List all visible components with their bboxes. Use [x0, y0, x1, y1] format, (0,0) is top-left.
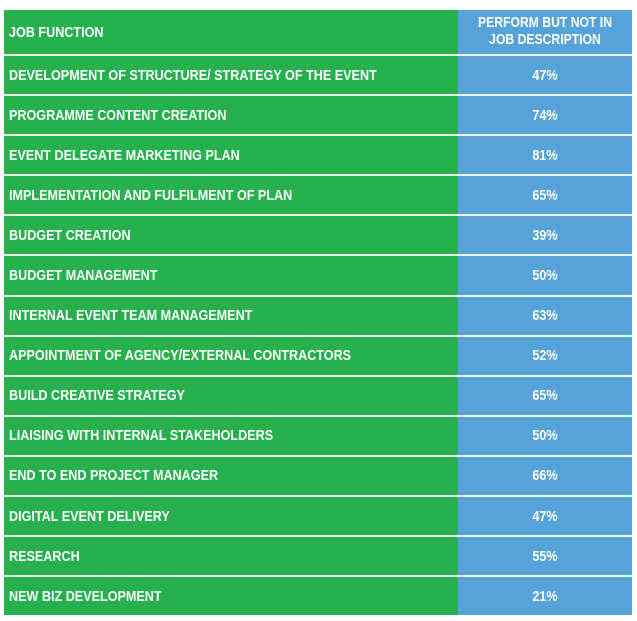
job-function-label: DIGITAL EVENT DELIVERY: [9, 507, 170, 525]
percentage-value: 63%: [532, 307, 558, 325]
percentage-cell: 21%: [458, 577, 632, 616]
job-function-table: JOB FUNCTION PERFORM BUT NOT IN JOB DESC…: [4, 10, 632, 616]
job-function-cell: DIGITAL EVENT DELIVERY: [4, 497, 458, 536]
percentage-cell: 74%: [458, 96, 632, 135]
percentage-value: 81%: [532, 146, 558, 164]
percentage-value: 55%: [532, 547, 558, 565]
table-row: END TO END PROJECT MANAGER 66%: [4, 454, 632, 496]
table-row: BUILD CREATIVE STRATEGY 65%: [4, 374, 632, 415]
percentage-cell: 65%: [458, 176, 632, 215]
job-function-label: BUDGET MANAGEMENT: [9, 267, 158, 285]
job-function-label: BUILD CREATIVE STRATEGY: [9, 387, 185, 405]
percentage-value: 47%: [532, 507, 558, 525]
job-function-cell: LIAISING WITH INTERNAL STAKEHOLDERS: [4, 416, 458, 455]
percentage-cell: 39%: [458, 216, 632, 255]
job-function-label: EVENT DELEGATE MARKETING PLAN: [9, 146, 240, 164]
header-job-function: JOB FUNCTION: [4, 10, 458, 54]
percentage-cell: 81%: [458, 136, 632, 175]
percentage-cell: 47%: [458, 497, 632, 536]
table-row: NEW BIZ DEVELOPMENT 21%: [4, 575, 632, 616]
header-label: PERFORM BUT NOT IN JOB DESCRIPTION: [478, 15, 612, 48]
percentage-value: 39%: [532, 226, 558, 244]
table-row: DEVELOPMENT OF STRUCTURE/ STRATEGY OF TH…: [4, 54, 632, 95]
table-row: EVENT DELEGATE MARKETING PLAN 81%: [4, 134, 632, 175]
percentage-cell: 52%: [458, 336, 632, 375]
percentage-cell: 50%: [458, 256, 632, 295]
job-function-cell: END TO END PROJECT MANAGER: [4, 456, 458, 496]
job-function-cell: RESEARCH: [4, 537, 458, 576]
table-header-row: JOB FUNCTION PERFORM BUT NOT IN JOB DESC…: [4, 10, 632, 54]
percentage-value: 52%: [532, 347, 558, 365]
job-function-label: APPOINTMENT OF AGENCY/EXTERNAL CONTRACTO…: [9, 347, 352, 365]
job-function-cell: BUDGET MANAGEMENT: [4, 256, 458, 295]
table-row: LIAISING WITH INTERNAL STAKEHOLDERS 50%: [4, 414, 632, 455]
percentage-value: 47%: [532, 66, 558, 84]
job-function-cell: IMPLEMENTATION AND FULFILMENT OF PLAN: [4, 176, 458, 215]
job-function-cell: NEW BIZ DEVELOPMENT: [4, 577, 458, 616]
job-function-cell: EVENT DELEGATE MARKETING PLAN: [4, 136, 458, 175]
percentage-cell: 65%: [458, 376, 632, 415]
percentage-value: 21%: [532, 587, 558, 605]
job-function-label: NEW BIZ DEVELOPMENT: [9, 587, 162, 605]
job-function-label: INTERNAL EVENT TEAM MANAGEMENT: [9, 307, 253, 325]
table-row: INTERNAL EVENT TEAM MANAGEMENT 63%: [4, 294, 632, 335]
percentage-value: 65%: [532, 186, 558, 204]
job-function-cell: APPOINTMENT OF AGENCY/EXTERNAL CONTRACTO…: [4, 336, 458, 375]
table-row: APPOINTMENT OF AGENCY/EXTERNAL CONTRACTO…: [4, 334, 632, 375]
percentage-cell: 50%: [458, 416, 632, 455]
job-function-label: DEVELOPMENT OF STRUCTURE/ STRATEGY OF TH…: [9, 66, 377, 84]
percentage-value: 74%: [532, 106, 558, 124]
job-function-cell: PROGRAMME CONTENT CREATION: [4, 96, 458, 135]
percentage-cell: 47%: [458, 56, 632, 95]
job-function-label: PROGRAMME CONTENT CREATION: [9, 106, 227, 124]
table-row: PROGRAMME CONTENT CREATION 74%: [4, 94, 632, 135]
table-row: DIGITAL EVENT DELIVERY 47%: [4, 495, 632, 536]
percentage-value: 65%: [532, 387, 558, 405]
job-function-label: BUDGET CREATION: [9, 226, 131, 244]
job-function-label: IMPLEMENTATION AND FULFILMENT OF PLAN: [9, 186, 293, 204]
percentage-cell: 55%: [458, 537, 632, 576]
table-row: BUDGET CREATION 39%: [4, 214, 632, 255]
percentage-value: 66%: [532, 467, 558, 485]
job-function-cell: DEVELOPMENT OF STRUCTURE/ STRATEGY OF TH…: [4, 56, 458, 95]
job-function-label: END TO END PROJECT MANAGER: [9, 467, 219, 485]
job-function-cell: BUILD CREATIVE STRATEGY: [4, 376, 458, 415]
job-function-label: LIAISING WITH INTERNAL STAKEHOLDERS: [9, 427, 274, 445]
job-function-cell: BUDGET CREATION: [4, 216, 458, 255]
job-function-cell: INTERNAL EVENT TEAM MANAGEMENT: [4, 296, 458, 335]
header-perform-not-in-description: PERFORM BUT NOT IN JOB DESCRIPTION: [458, 10, 632, 54]
percentage-cell: 66%: [458, 456, 632, 496]
header-label: JOB FUNCTION: [9, 23, 104, 41]
percentage-value: 50%: [532, 427, 558, 445]
table-row: RESEARCH 55%: [4, 535, 632, 576]
percentage-value: 50%: [532, 267, 558, 285]
percentage-cell: 63%: [458, 296, 632, 335]
job-function-label: RESEARCH: [9, 547, 80, 565]
table-row: BUDGET MANAGEMENT 50%: [4, 254, 632, 295]
table-row: IMPLEMENTATION AND FULFILMENT OF PLAN 65%: [4, 174, 632, 215]
